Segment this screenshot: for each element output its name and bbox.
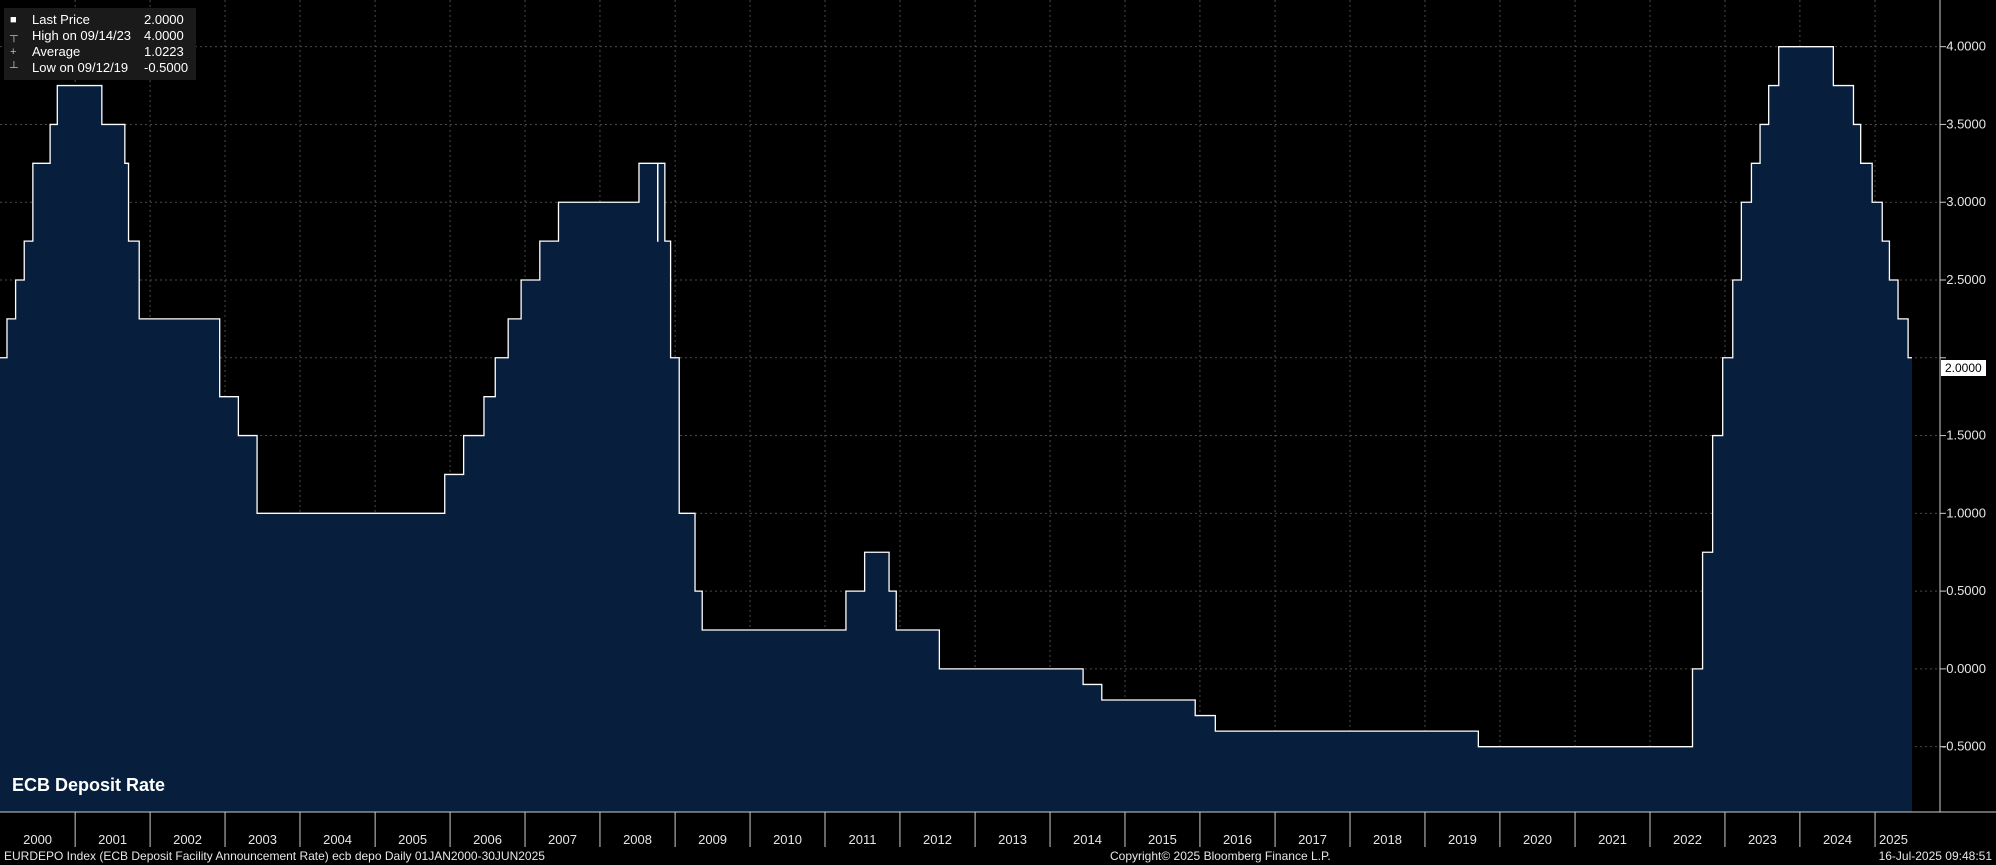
series-line — [0, 46, 1912, 748]
legend-row: ┬ High on 09/14/23 4.0000 — [10, 28, 188, 44]
x-tick-label: 2012 — [923, 832, 952, 847]
x-tick-label: 2005 — [398, 832, 427, 847]
x-tick-label: 2020 — [1523, 832, 1552, 847]
x-tick-label: 2003 — [248, 832, 277, 847]
legend-value: -0.5000 — [144, 60, 189, 75]
axes: 4.0000 3.5000 3.0000 2.5000 1.5000 1.0000 0.50… — [0, 0, 1996, 847]
legend-row: + Average 1.0223 — [10, 44, 188, 60]
footer-source: EURDEPO Index (ECB Deposit Facility Anno… — [4, 849, 545, 863]
y-tick-label: 0.0000 — [1946, 661, 1986, 676]
x-tick-label: 2021 — [1598, 832, 1627, 847]
legend-label: Last Price — [32, 12, 90, 27]
y-tick-label: 2.5000 — [1946, 272, 1986, 287]
x-tick-label: 2002 — [173, 832, 202, 847]
x-tick-label: 2015 — [1148, 832, 1177, 847]
x-tick-label: 2019 — [1448, 832, 1477, 847]
legend-label: High on 09/14/23 — [32, 28, 132, 43]
legend-marker-icon: ┴ — [10, 62, 18, 74]
x-tick-label: 2018 — [1373, 832, 1402, 847]
legend-row: ┴ Low on 09/12/19 -0.5000 — [10, 60, 188, 76]
y-tick-label: 0.5000 — [1946, 583, 1986, 598]
footer-copyright: Copyright© 2025 Bloomberg Finance L.P. — [1110, 849, 1331, 863]
series-title: ECB Deposit Rate — [12, 775, 166, 795]
legend-value: 4.0000 — [144, 28, 184, 43]
y-tick-label: 1.0000 — [1946, 505, 1986, 520]
y-tick-label: 3.5000 — [1946, 116, 1986, 131]
y-tick-label: 3.0000 — [1946, 194, 1986, 209]
x-tick-label: 2001 — [98, 832, 127, 847]
legend-marker-icon: ■ — [10, 14, 17, 26]
legend-label: Average — [32, 44, 81, 59]
x-tick-label: 2006 — [473, 832, 502, 847]
x-tick-label: 2024 — [1823, 832, 1852, 847]
legend-label: Low on 09/12/19 — [32, 60, 129, 75]
x-tick-label: 2008 — [623, 832, 652, 847]
legend-row: ■ Last Price 2.0000 — [10, 12, 188, 28]
y-tick-label: 4.0000 — [1946, 39, 1986, 54]
x-tick-label: 2025 — [1879, 832, 1908, 847]
x-tick-label: 2011 — [848, 832, 876, 847]
x-tick-label: 2016 — [1223, 832, 1252, 847]
x-tick-label: 2017 — [1298, 832, 1327, 847]
legend-marker-icon: ┬ — [10, 30, 18, 42]
legend-marker-icon: + — [10, 46, 17, 58]
series-area-fill — [0, 46, 1912, 812]
x-tick-label: 2013 — [998, 832, 1027, 847]
legend: ■ Last Price 2.0000 ┬ High on 09/14/23 4.0000… — [4, 8, 197, 80]
legend-value: 2.0000 — [144, 12, 184, 27]
x-tick-label: 2014 — [1073, 832, 1102, 847]
x-tick-label: 2007 — [548, 832, 577, 847]
x-tick-label: 2010 — [773, 832, 802, 847]
x-tick-label: 2004 — [323, 832, 352, 847]
last-value-badge: 2.0000 — [1941, 360, 1986, 376]
footer-timestamp: 16-Jul-2025 09:48:51 — [1878, 849, 1992, 863]
x-tick-label: 2023 — [1748, 832, 1777, 847]
x-tick-label: 2009 — [698, 832, 727, 847]
x-tick-label: 2000 — [23, 832, 52, 847]
y-tick-label: -0.5000 — [1942, 739, 1986, 754]
y-tick-label: 1.5000 — [1946, 428, 1986, 443]
x-tick-label: 2022 — [1673, 832, 1702, 847]
legend-value: 1.0223 — [144, 44, 184, 59]
x-axis-band — [0, 812, 1996, 847]
